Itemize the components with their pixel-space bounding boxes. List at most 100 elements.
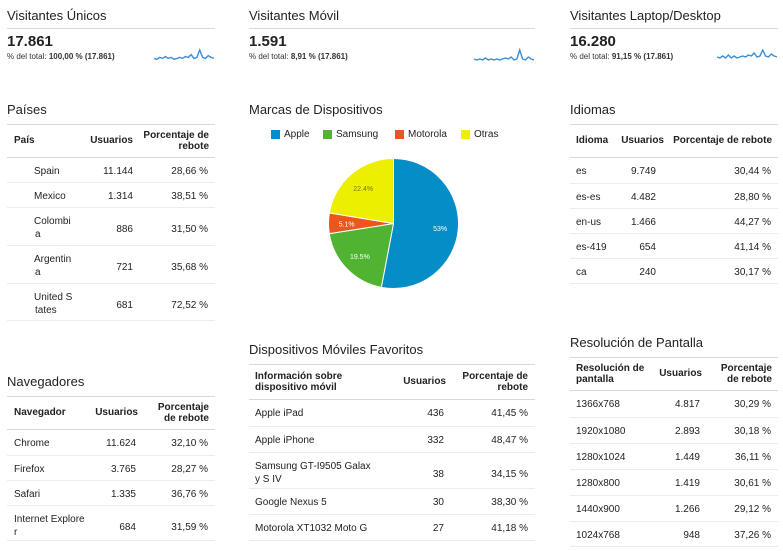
- cell-users: 240: [639, 266, 656, 278]
- col-header-users[interactable]: Usuarios: [659, 368, 702, 380]
- cell-name-line1: Firefox: [14, 463, 45, 475]
- cell-users: 9.749: [630, 165, 656, 177]
- table-row[interactable]: Motorola XT1032 Moto G 27 41,18 %: [249, 514, 535, 540]
- cell-name: Safari: [7, 480, 85, 505]
- table-row[interactable]: Colombi a 886 31,50 %: [7, 207, 215, 245]
- cell-bounce-rate: 30,61 %: [734, 477, 771, 489]
- cell-name-line1: 1366x768: [576, 398, 620, 410]
- cell-name-line1: es: [576, 165, 587, 177]
- table-row[interactable]: Mexico 1.314 38,51 %: [7, 182, 215, 207]
- legend-label: Samsung: [336, 129, 379, 140]
- table-row[interactable]: 1366x768 4.817 30,29 %: [570, 390, 778, 417]
- cell-name-line2: y S IV: [255, 473, 282, 485]
- legend-item[interactable]: Apple: [271, 129, 310, 140]
- table-row[interactable]: Argentin a 721 35,68 %: [7, 245, 215, 283]
- sparkline-line: [473, 48, 535, 61]
- cell-users: 436: [427, 407, 444, 419]
- languages-table: Idioma Usuarios Porcentaje de rebote es 9…: [570, 125, 778, 284]
- cell-name-line1: Internet Explore: [14, 513, 85, 525]
- col-header-resolution[interactable]: Resolución de pantalla: [576, 362, 645, 385]
- table-header: País Usuarios Porcentaje de rebote: [7, 125, 215, 157]
- cell-name: Mexico: [7, 182, 77, 207]
- cell-users: 948: [683, 529, 700, 541]
- cell-users: 3.765: [110, 463, 136, 475]
- cell-bounce-rate: 28,27 %: [171, 463, 208, 475]
- cell-bounce-rate: 37,26 %: [734, 529, 771, 541]
- col-header-bounce-rate[interactable]: Porcentaje de rebote: [462, 370, 528, 393]
- cell-name: Google Nexus 5: [249, 488, 394, 514]
- cell-bounce-rate: 72,52 %: [171, 299, 208, 311]
- legend-item[interactable]: Motorola: [395, 129, 447, 140]
- pie-slice-samsung[interactable]: [328, 222, 395, 288]
- col-header-bounce-rate[interactable]: Porcentaje de rebote: [720, 362, 772, 385]
- col-header-users[interactable]: Usuarios: [403, 376, 446, 388]
- cell-users: 1.335: [110, 488, 136, 500]
- table-row[interactable]: Spain 11.144 28,66 %: [7, 157, 215, 182]
- cell-name: ca: [570, 258, 618, 283]
- kpi-title: Visitantes Laptop/Desktop: [570, 8, 721, 23]
- cell-name: Internet Explore r: [7, 505, 85, 540]
- table-row[interactable]: ca 240 30,17 %: [570, 258, 778, 283]
- legend-item[interactable]: Samsung: [323, 129, 378, 140]
- table-row[interactable]: Internet Explore r 684 31,59 %: [7, 505, 215, 540]
- table-row[interactable]: 1024x768 948 37,26 %: [570, 521, 778, 546]
- col-header-bounce-rate[interactable]: Porcentaje de rebote: [673, 135, 772, 147]
- table-row[interactable]: Firefox 3.765 28,27 %: [7, 455, 215, 480]
- cell-bounce-rate: 30,44 %: [734, 165, 771, 177]
- table-row[interactable]: Samsung GT-I9505 Galax y S IV 38 34,15 %: [249, 452, 535, 488]
- table-header: Idioma Usuarios Porcentaje de rebote: [570, 125, 778, 157]
- pie-chart: 53% 19.5% 5.1% 22.4%: [328, 157, 459, 289]
- cell-name: Firefox: [7, 455, 85, 480]
- kpi-pct-prefix: % del total:: [570, 52, 612, 61]
- kpi-title: Visitantes Móvil: [249, 8, 340, 23]
- cell-users: 332: [427, 434, 444, 446]
- cell-users: 654: [639, 241, 656, 253]
- cell-bounce-rate: 38,51 %: [171, 190, 208, 202]
- table-row[interactable]: 1440x900 1.266 29,12 %: [570, 495, 778, 521]
- table-row[interactable]: es-es 4.482 28,80 %: [570, 183, 778, 208]
- cell-name-line1: Spain: [34, 165, 60, 177]
- panel-title: Dispositivos Móviles Favoritos: [249, 342, 424, 357]
- col-header-device[interactable]: Información sobre dispositivo móvil: [255, 370, 343, 393]
- mobile-devices-table: Información sobre dispositivo móvil Usua…: [249, 365, 535, 541]
- cell-name: Chrome: [7, 429, 85, 455]
- table-row[interactable]: Chrome 11.624 32,10 %: [7, 429, 215, 455]
- table-row[interactable]: es-419 654 41,14 %: [570, 233, 778, 258]
- col-header-bounce-rate[interactable]: Porcentaje de rebote: [157, 401, 209, 424]
- table-row[interactable]: Google Nexus 5 30 38,30 %: [249, 488, 535, 514]
- col-header-users[interactable]: Usuarios: [95, 407, 138, 419]
- col-header-country[interactable]: País: [14, 135, 35, 147]
- table-row[interactable]: en-us 1.466 44,27 %: [570, 208, 778, 233]
- cell-bounce-rate: 35,68 %: [171, 261, 208, 273]
- cell-name-line2: r: [14, 526, 18, 538]
- table-row[interactable]: 1280x1024 1.449 36,11 %: [570, 443, 778, 469]
- col-header-users[interactable]: Usuarios: [90, 135, 133, 147]
- legend-item[interactable]: Otras: [461, 129, 498, 140]
- legend-swatch: [323, 130, 332, 139]
- table-row[interactable]: 1280x800 1.419 30,61 %: [570, 469, 778, 495]
- kpi-unique-visitors: Visitantes Únicos 17.861 % del total: 10…: [7, 8, 215, 61]
- cell-bounce-rate: 30,29 %: [734, 398, 771, 410]
- browsers-panel: Navegadores Navegador Usuarios Porcentaj…: [7, 374, 215, 541]
- table-row[interactable]: Apple iPad 436 41,45 %: [249, 399, 535, 426]
- cell-bounce-rate: 36,11 %: [735, 451, 771, 463]
- table-row[interactable]: 1920x1080 2.893 30,18 %: [570, 417, 778, 443]
- pie-slice-apple[interactable]: [380, 157, 459, 289]
- table-row[interactable]: es 9.749 30,44 %: [570, 157, 778, 183]
- kpi-desktop-visitors: Visitantes Laptop/Desktop 16.280 % del t…: [570, 8, 778, 61]
- table-row[interactable]: Safari 1.335 36,76 %: [7, 480, 215, 505]
- col-header-bounce-rate[interactable]: Porcentaje de rebote: [143, 129, 209, 152]
- col-header-users[interactable]: Usuarios: [621, 135, 664, 147]
- cell-users: 1.449: [674, 451, 700, 463]
- col-header-language[interactable]: Idioma: [576, 135, 609, 147]
- cell-name: 1024x768: [570, 521, 646, 546]
- col-header-browser[interactable]: Navegador: [14, 407, 66, 419]
- pie-slice-label: 22.4%: [353, 186, 373, 193]
- pie-slice-otras[interactable]: [328, 157, 394, 225]
- screen-resolution-panel: Resolución de Pantalla Resolución de pan…: [570, 335, 778, 547]
- table-row[interactable]: Apple iPhone 332 48,47 %: [249, 426, 535, 452]
- cell-name-line1: Mexico: [34, 190, 66, 202]
- cell-name: 1280x1024: [570, 443, 646, 469]
- sparkline-line: [153, 48, 215, 61]
